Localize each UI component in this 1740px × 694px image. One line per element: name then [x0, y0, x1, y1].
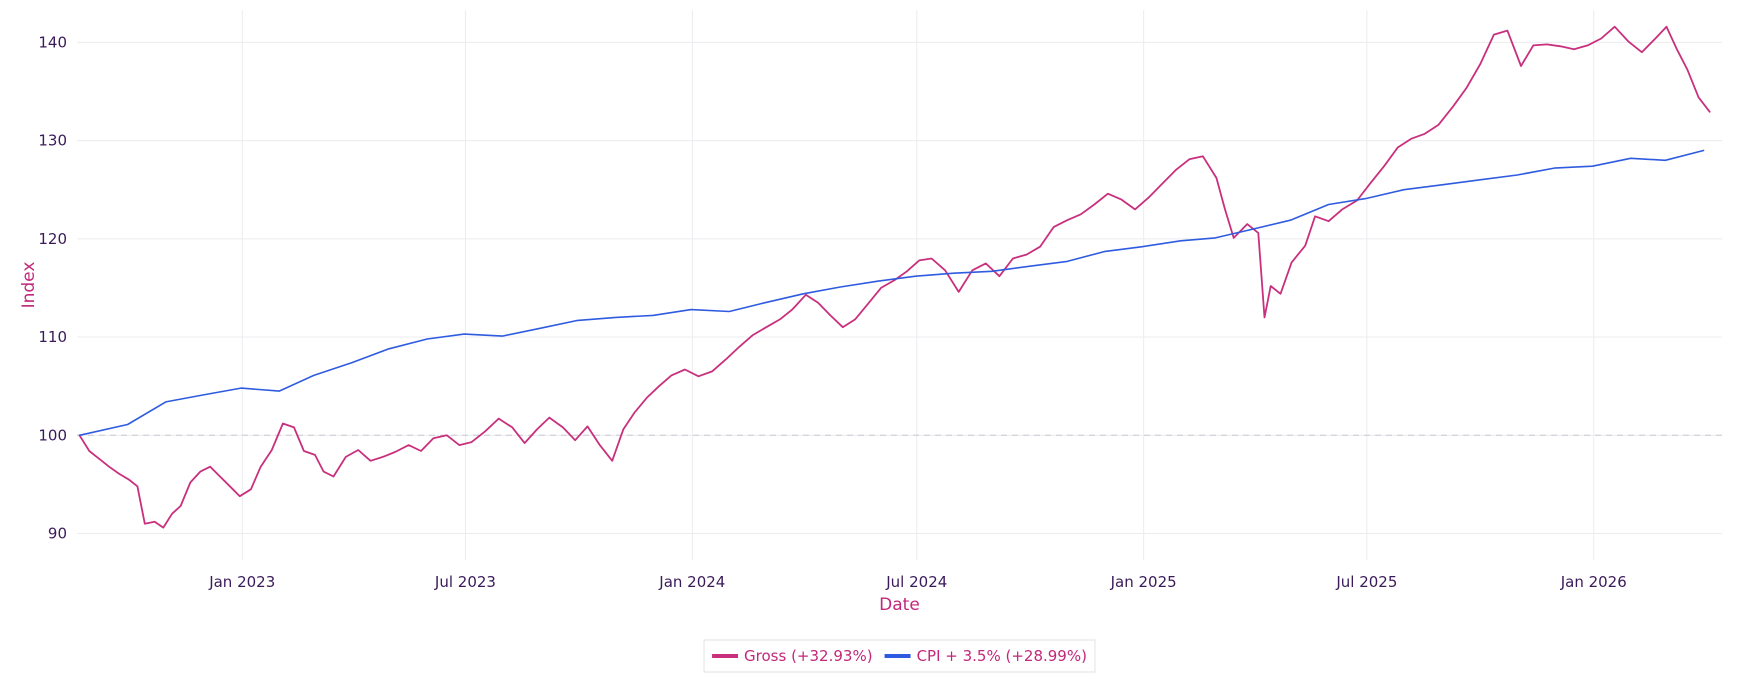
legend[interactable]: Gross (+32.93%) CPI + 3.5% (+28.99%) — [703, 639, 1096, 673]
plot-area — [77, 10, 1722, 560]
y-tick-label: 110 — [38, 328, 67, 346]
y-tick-label: 130 — [38, 132, 67, 150]
series-line-cpi[interactable] — [78, 149, 1705, 437]
x-tick-labels: Jan 2023 Jul 2023 Jan 2024 Jul 2024 Jan 2025… — [208, 573, 1627, 591]
x-tick-label: Jul 2024 — [885, 573, 947, 591]
x-tick-label: Jan 2024 — [658, 573, 725, 591]
legend-item-label[interactable]: Gross (+32.93%) — [744, 647, 873, 665]
series-layer — [78, 25, 1711, 529]
x-tick-label: Jan 2025 — [1110, 573, 1177, 591]
x-tick-label: Jan 2026 — [1560, 573, 1627, 591]
y-axis-title: Index — [19, 262, 39, 309]
grid-layer — [77, 10, 1722, 560]
y-tick-label: 140 — [38, 33, 67, 51]
y-tick-label: 120 — [38, 230, 67, 248]
y-tick-labels: 90 100 110 120 130 140 — [38, 33, 67, 542]
y-tick-label: 100 — [38, 426, 67, 444]
x-tick-label: Jan 2023 — [208, 573, 275, 591]
legend-item-label[interactable]: CPI + 3.5% (+28.99%) — [917, 647, 1087, 665]
series-line-gross[interactable] — [78, 25, 1711, 529]
x-tick-label: Jul 2023 — [434, 573, 496, 591]
y-tick-label: 90 — [48, 524, 67, 542]
x-axis-title: Date — [879, 595, 920, 615]
x-tick-label: Jul 2025 — [1335, 573, 1397, 591]
